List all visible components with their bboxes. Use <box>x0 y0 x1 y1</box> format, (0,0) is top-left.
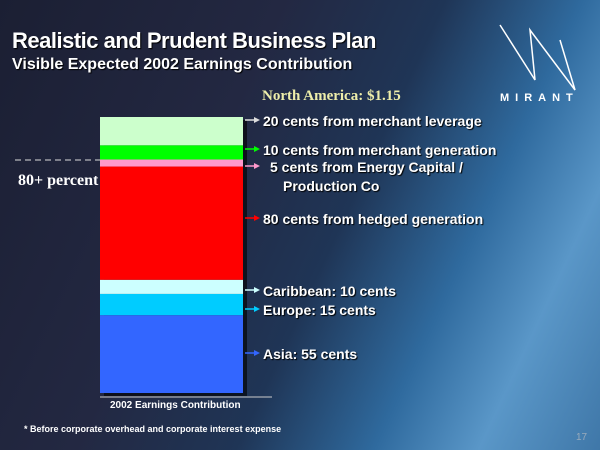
arrow-icon <box>245 287 260 293</box>
page-number: 17 <box>576 432 588 443</box>
footnote: * Before corporate overhead and corporat… <box>24 424 282 434</box>
arrow-icon <box>245 306 260 312</box>
arrow-icon <box>245 163 260 169</box>
bar-segment <box>100 166 243 280</box>
mirant-logo-icon <box>499 24 576 91</box>
bar-segment <box>100 279 243 294</box>
slide-title: Realistic and Prudent Business Plan <box>12 28 376 53</box>
slide-subtitle: Visible Expected 2002 Earnings Contribut… <box>12 56 353 73</box>
segment-label: Asia: 55 cents <box>263 346 358 362</box>
eighty-percent-annotation: 80+ percent <box>18 172 99 189</box>
x-axis-label: 2002 Earnings Contribution <box>110 400 241 411</box>
segment-label: 20 cents from merchant leverage <box>263 113 482 129</box>
segment-label: 5 cents from Energy Capital / <box>270 159 463 175</box>
segment-label: 10 cents from merchant generation <box>263 142 497 158</box>
segment-label: Caribbean: 10 cents <box>263 283 397 299</box>
arrow-icon <box>245 350 260 356</box>
segment-label: 80 cents from hedged generation <box>263 211 484 227</box>
north-america-label: North America: $1.15 <box>262 88 401 104</box>
bar-segment <box>100 145 243 160</box>
bar-segment <box>100 293 243 316</box>
arrow-icon <box>245 215 260 221</box>
bar-segment <box>100 159 243 167</box>
logo-text: MIRANT <box>500 92 579 104</box>
arrow-icon <box>245 146 260 152</box>
bar-segment <box>100 315 243 393</box>
segment-label-line2: Production Co <box>283 178 380 194</box>
bar-segment <box>100 117 243 146</box>
segment-label: Europe: 15 cents <box>263 302 376 318</box>
arrow-icon <box>245 117 260 123</box>
